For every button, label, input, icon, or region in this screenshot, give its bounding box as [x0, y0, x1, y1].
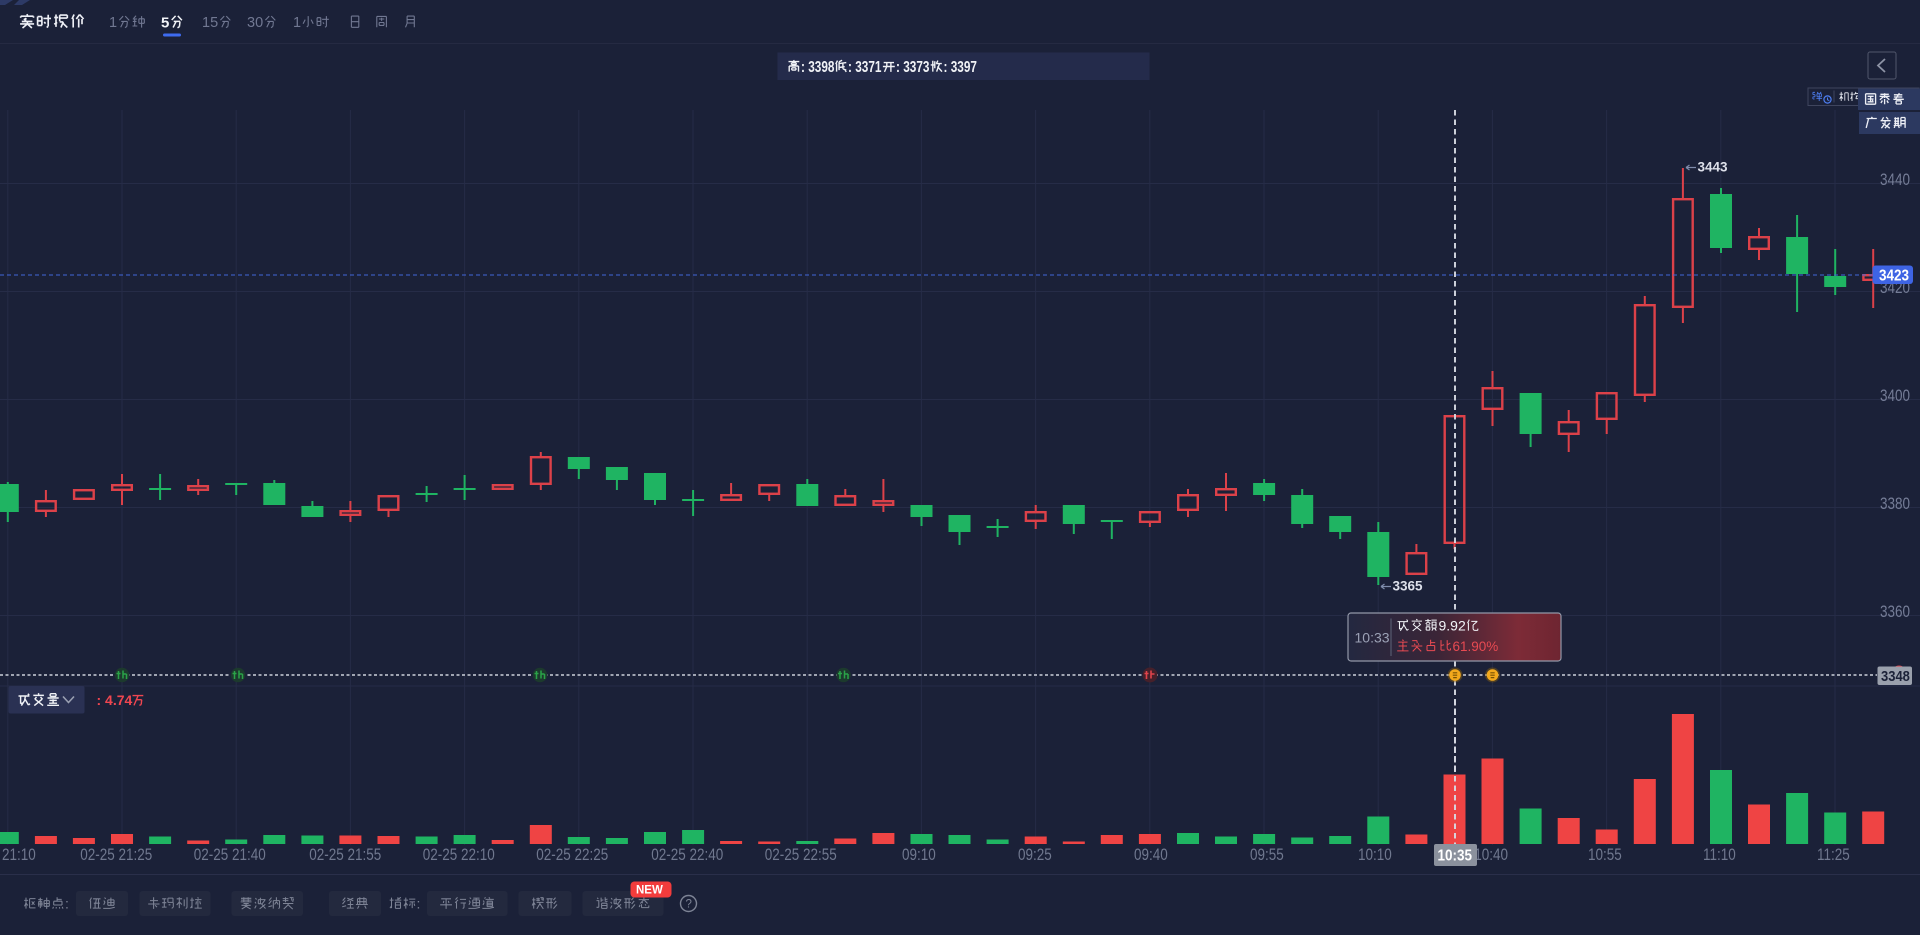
svg-text:09:25: 09:25	[1018, 846, 1052, 865]
svg-text:09:10: 09:10	[902, 846, 936, 865]
svg-text:10:33: 10:33	[1355, 630, 1390, 646]
svg-text:3440: 3440	[1880, 171, 1910, 190]
svg-text:02-25 21:25: 02-25 21:25	[80, 846, 152, 865]
svg-text:02-25 21:55: 02-25 21:55	[309, 846, 381, 865]
svg-text:: 3371: : 3371	[848, 58, 882, 75]
svg-text:02-25 21:40: 02-25 21:40	[194, 846, 266, 865]
svg-text:02-25 22:55: 02-25 22:55	[765, 846, 837, 865]
svg-text:9.92: 9.92	[1439, 618, 1466, 634]
svg-text:02-25 22:40: 02-25 22:40	[651, 846, 723, 865]
svg-text:11:25: 11:25	[1817, 846, 1850, 865]
svg-text:10:35: 10:35	[1438, 848, 1472, 865]
svg-text:1: 1	[109, 15, 117, 31]
svg-text:61.90%: 61.90%	[1453, 639, 1499, 654]
svg-text:3380: 3380	[1880, 495, 1910, 514]
svg-text:3365: 3365	[1393, 578, 1424, 593]
svg-text:15: 15	[202, 15, 218, 31]
svg-text:5: 5	[161, 14, 169, 31]
svg-text:09:40: 09:40	[1134, 846, 1168, 865]
svg-text:30: 30	[247, 15, 263, 31]
svg-text:3348: 3348	[1881, 667, 1910, 684]
svg-text:?: ?	[686, 899, 692, 911]
svg-text:02-25 22:10: 02-25 22:10	[423, 846, 495, 865]
svg-text:3423: 3423	[1879, 267, 1909, 284]
svg-text:11:10: 11:10	[1703, 846, 1736, 865]
svg-text::: :	[65, 896, 69, 912]
svg-text:10:40: 10:40	[1474, 846, 1508, 865]
svg-text:3360: 3360	[1880, 603, 1910, 622]
svg-text:10:55: 10:55	[1588, 846, 1622, 865]
svg-text:3400: 3400	[1880, 387, 1910, 406]
svg-text:09:55: 09:55	[1250, 846, 1284, 865]
svg-text:3443: 3443	[1698, 159, 1729, 174]
svg-text:21:10: 21:10	[2, 846, 36, 865]
svg-text:02-25 22:25: 02-25 22:25	[536, 846, 608, 865]
svg-text:: 3397: : 3397	[944, 58, 977, 75]
svg-text::: :	[417, 896, 421, 912]
svg-text:: 4.74: : 4.74	[97, 692, 133, 708]
svg-text:10:10: 10:10	[1358, 846, 1392, 865]
svg-text:NEW: NEW	[636, 885, 663, 897]
svg-text:1: 1	[293, 15, 301, 31]
svg-text:: 3398: : 3398	[801, 58, 835, 75]
svg-text:: 3373: : 3373	[896, 58, 930, 75]
